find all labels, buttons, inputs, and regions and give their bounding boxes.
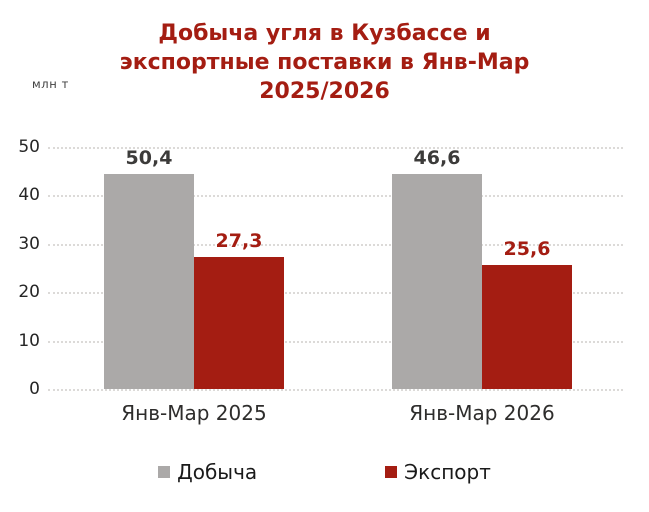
chart-title-line-1: Добыча угля в Кузбассе и xyxy=(158,21,491,46)
y-axis-unit-label: млн т xyxy=(32,77,69,91)
gridline-40 xyxy=(48,195,623,197)
bar-column-export-2026: 25,6 xyxy=(482,147,572,389)
gridline-50 xyxy=(48,147,623,149)
y-tick-40: 40 xyxy=(18,185,40,205)
bar-export-2026 xyxy=(482,265,572,389)
plot-area: 50,4 27,3 46,6 25,6 Янв-Мар 2025 Янв-Мар… xyxy=(48,147,623,425)
bar-column-export-2025: 27,3 xyxy=(194,147,284,389)
legend: Добыча Экспорт xyxy=(0,460,649,484)
gridline-0 xyxy=(48,389,623,391)
legend-label-export: Экспорт xyxy=(404,460,491,484)
data-label-production-2025: 50,4 xyxy=(125,147,173,169)
data-label-production-2026: 46,6 xyxy=(413,147,461,169)
bar-production-2026 xyxy=(392,174,482,389)
gridline-30 xyxy=(48,244,623,246)
legend-swatch-red-icon xyxy=(385,466,398,478)
y-axis: 50 40 30 20 10 0 xyxy=(0,137,40,399)
y-tick-30: 30 xyxy=(18,234,40,254)
data-label-export-2026: 25,6 xyxy=(503,238,551,260)
y-tick-10: 10 xyxy=(18,331,40,351)
x-axis-label-2025: Янв-Мар 2025 xyxy=(121,401,267,425)
bar-production-2025 xyxy=(104,174,194,389)
y-tick-50: 50 xyxy=(18,137,40,157)
chart-title-line-3: 2025/2026 xyxy=(259,79,390,104)
legend-item-production: Добыча xyxy=(158,460,257,484)
x-axis-label-2026: Янв-Мар 2026 xyxy=(409,401,555,425)
y-tick-0: 0 xyxy=(29,379,40,399)
bar-column-production-2025: 50,4 xyxy=(104,147,194,389)
chart-title: Добыча угля в Кузбассе и экспортные пост… xyxy=(0,19,649,106)
bar-export-2025 xyxy=(194,257,284,389)
chart-title-line-2: экспортные поставки в Янв-Мар xyxy=(119,50,530,75)
data-label-export-2025: 27,3 xyxy=(215,230,263,252)
y-tick-20: 20 xyxy=(18,282,40,302)
gridline-10 xyxy=(48,341,623,343)
bar-column-production-2026: 46,6 xyxy=(392,147,482,389)
gridline-20 xyxy=(48,292,623,294)
legend-swatch-gray-icon xyxy=(158,466,171,478)
legend-item-export: Экспорт xyxy=(385,460,491,484)
legend-label-production: Добыча xyxy=(177,460,258,484)
